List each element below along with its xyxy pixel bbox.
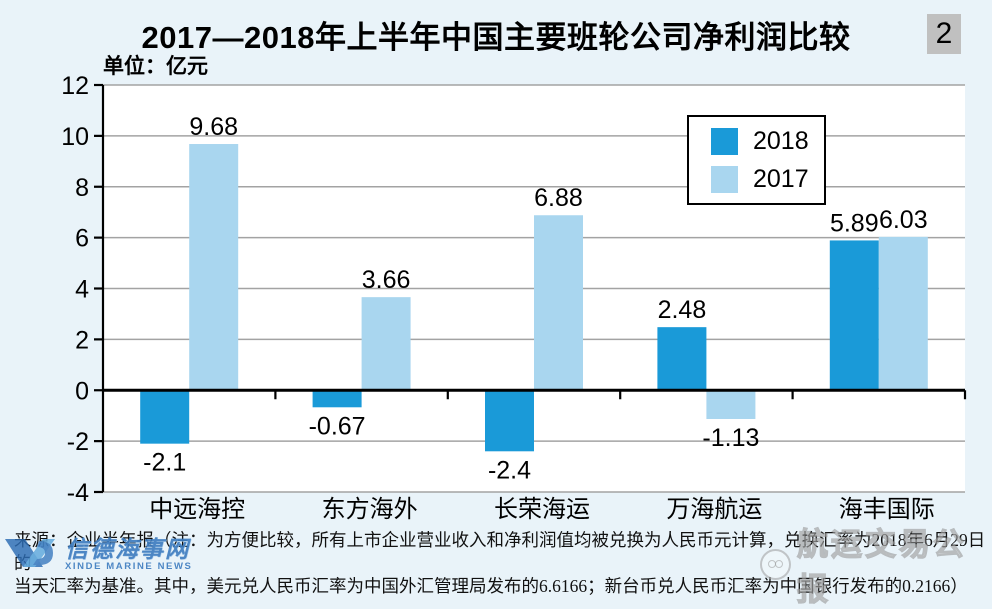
y-tick-label: 2 — [75, 326, 89, 354]
bar-chart: 12 10 8 6 4 2 0 -2 -4 -2.1 -0.67 -2.4 2.48 5.89 9.68 3.… — [61, 72, 967, 523]
footnote-line-2: 当天汇率为基准。其中，美元兑人民币汇率为中国外汇管理局发布的6.6166；新台币… — [14, 576, 968, 596]
value-label-2017-2: 6.88 — [534, 184, 583, 212]
bar-2017-1 — [361, 297, 411, 391]
value-label-2017-3: -1.13 — [702, 424, 759, 452]
value-label-2017-4: 6.03 — [879, 206, 928, 234]
bar-2017-0 — [189, 144, 239, 391]
legend-swatch-2018 — [711, 127, 738, 155]
page-title: 2017—2018年上半年中国主要班轮公司净利润比较 — [141, 20, 851, 55]
value-label-2018-4: 5.89 — [830, 209, 879, 237]
chart-legend: 2018 2017 — [687, 115, 826, 205]
bar-2018-2 — [485, 390, 534, 452]
source-footnote: 来源：企业半年报（注：为方便比较，所有上市企业营业收入和净利润值均被兑换为人民币… — [14, 529, 989, 598]
bar-2018-4 — [829, 240, 879, 391]
value-label-2017-1: 3.66 — [362, 266, 411, 294]
y-tick-label: 6 — [75, 225, 89, 253]
bar-2018-1 — [312, 390, 362, 408]
legend-label-2018: 2018 — [753, 126, 809, 155]
category-label-4: 海丰国际 — [839, 496, 935, 523]
value-label-2018-3: 2.48 — [658, 296, 707, 324]
category-label-1: 东方海外 — [322, 496, 418, 523]
legend-swatch-2017 — [711, 165, 738, 193]
legend-item-2017: 2017 — [711, 164, 824, 193]
bar-2017-3 — [706, 390, 756, 419]
y-tick-label: 8 — [75, 174, 89, 202]
page-number-badge: 2 — [927, 14, 961, 54]
y-tick-label: -2 — [67, 428, 89, 456]
category-label-3: 万海航运 — [666, 496, 762, 523]
category-label-2: 长荣海运 — [494, 496, 590, 523]
bar-2017-2 — [534, 215, 583, 391]
page-root: { "header": { "title": "2017—2018年上半年中国主… — [5, 14, 986, 608]
value-label-2017-0: 9.68 — [189, 113, 238, 141]
bar-2018-3 — [657, 327, 707, 391]
value-label-2018-1: -0.67 — [309, 412, 366, 440]
y-tick-label: 0 — [75, 377, 89, 405]
unit-label: 单位：亿元 — [103, 55, 208, 78]
legend-item-2018: 2018 — [711, 126, 824, 155]
value-label-2018-0: -2.1 — [143, 449, 186, 477]
category-label-0: 中远海控 — [149, 496, 245, 523]
legend-label-2017: 2017 — [753, 164, 809, 193]
footnote-line-1: 来源：企业半年报（注：为方便比较，所有上市企业营业收入和净利润值均被兑换为人民币… — [14, 530, 986, 573]
y-tick-label: 4 — [75, 276, 89, 304]
bar-2017-4 — [878, 236, 928, 391]
y-tick-label: -4 — [67, 479, 89, 507]
y-tick-label: 10 — [61, 123, 89, 151]
y-tick-label: 12 — [61, 72, 89, 100]
bar-2018-0 — [140, 390, 190, 444]
value-label-2018-2: -2.4 — [488, 456, 531, 484]
